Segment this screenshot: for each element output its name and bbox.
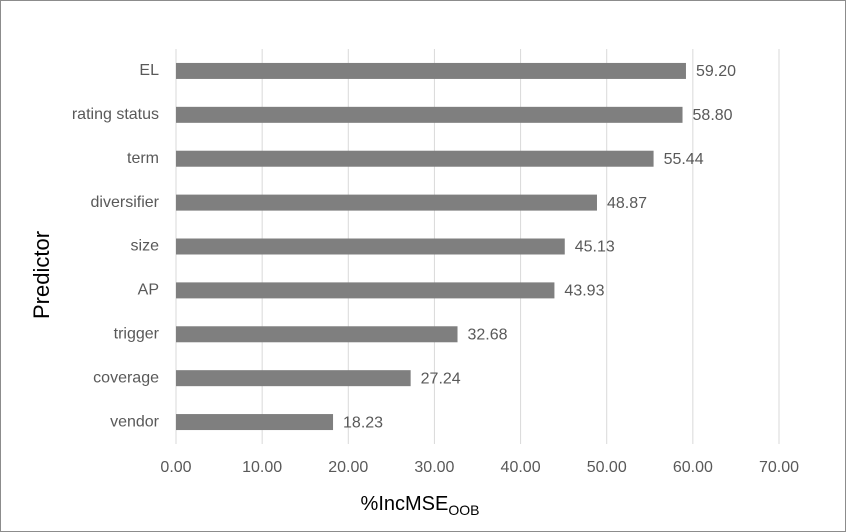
y-tick-label: coverage — [93, 369, 159, 386]
bar — [176, 194, 597, 211]
value-label: 43.93 — [564, 283, 604, 300]
x-tick-label: 30.00 — [414, 459, 454, 476]
y-tick-label: term — [127, 150, 159, 167]
bar — [176, 238, 565, 255]
bar — [176, 370, 411, 387]
y-tick-label: size — [131, 238, 160, 255]
x-axis-title-main: %IncMSE — [361, 493, 449, 515]
bar — [176, 282, 555, 299]
bar — [176, 106, 683, 123]
bar — [176, 414, 334, 431]
x-axis-title-sub: OOB — [448, 502, 479, 518]
value-label: 32.68 — [468, 326, 508, 343]
value-label: 45.13 — [575, 239, 615, 256]
bar — [176, 326, 458, 343]
x-tick-label: 20.00 — [328, 459, 368, 476]
value-label: 48.87 — [607, 195, 647, 212]
x-tick-label: 10.00 — [242, 459, 282, 476]
x-axis-title: %IncMSEOOB — [361, 493, 480, 517]
value-label: 27.24 — [421, 370, 461, 387]
y-tick-label: trigger — [114, 325, 160, 342]
value-label: 18.23 — [343, 414, 383, 431]
bar — [176, 62, 686, 79]
value-label: 58.80 — [693, 107, 733, 124]
x-tick-label: 40.00 — [501, 459, 541, 476]
x-tick-label: 60.00 — [673, 459, 713, 476]
x-tick-label: 70.00 — [759, 459, 799, 476]
x-tick-label: 50.00 — [587, 459, 627, 476]
y-tick-label: rating status — [72, 106, 159, 123]
bar — [176, 150, 654, 167]
value-label: 55.44 — [664, 151, 704, 168]
y-axis-title: Predictor — [29, 231, 54, 319]
x-tick-label: 0.00 — [160, 459, 191, 476]
value-label: 59.20 — [696, 63, 736, 80]
y-tick-label: diversifier — [91, 194, 160, 211]
y-tick-label: EL — [139, 62, 159, 79]
y-tick-label: AP — [138, 282, 159, 299]
y-tick-label: vendor — [110, 413, 160, 430]
